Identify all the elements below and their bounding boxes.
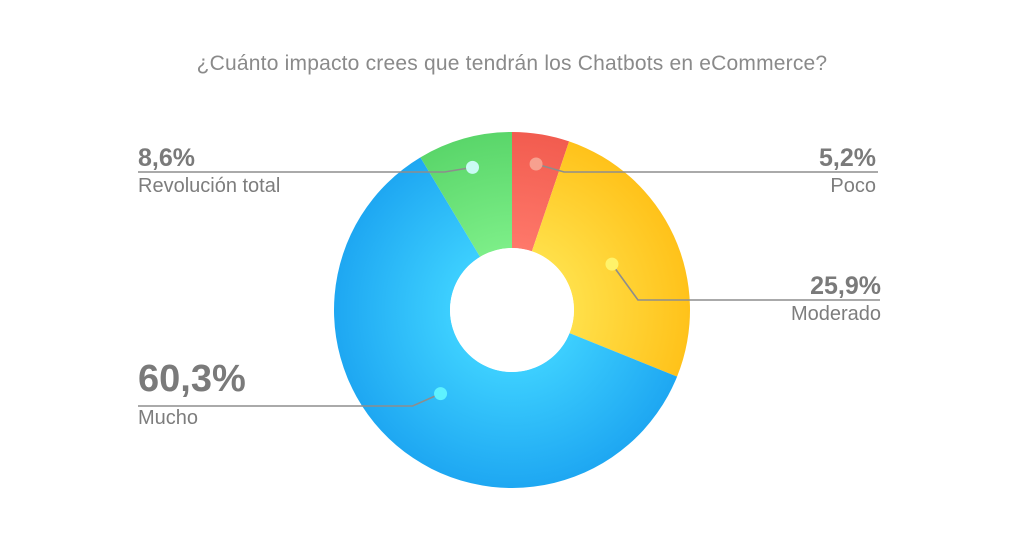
slice-revolucion-total [420,132,512,257]
label-moderado: 25,9% Moderado [791,272,881,326]
leader-line-moderado [611,263,880,301]
marker-dot-moderado [605,257,619,271]
category-label-moderado: Moderado [790,303,881,325]
value-label-revolucion-total: 8,6% [138,144,195,172]
marker-dot-revolucion-total [465,160,479,174]
chart-title: ¿Cuánto impacto crees que tendrán los Ch… [196,52,828,75]
marker-dot-poco [529,157,543,171]
category-label-poco: Poco [830,175,876,197]
label-mucho: 60,3% Mucho [138,358,246,430]
category-label-revolucion-total: Revolución total [138,175,281,197]
leader-line-mucho [138,392,441,407]
value-label-poco: 5,2% [819,144,876,172]
leader-line-poco [535,163,878,173]
category-label-mucho: Mucho [138,407,199,429]
slice-poco [512,132,570,252]
value-label-moderado: 25,9% [810,272,881,300]
slice-mucho [334,157,678,488]
label-revolucion-total: 8,6% Revolución total [138,144,280,198]
leader-line-revolucion-total [138,166,473,173]
donut-hole [450,248,574,372]
value-label-mucho: 60,3% [138,358,246,400]
label-poco: 5,2% Poco [819,144,876,198]
marker-dot-mucho [434,387,448,401]
